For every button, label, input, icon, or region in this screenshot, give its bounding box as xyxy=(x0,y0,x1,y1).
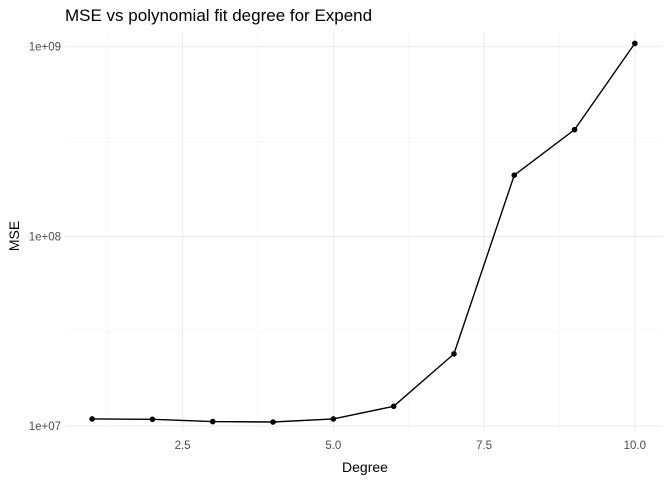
gridlines xyxy=(65,33,662,432)
data-point xyxy=(571,126,578,133)
data-point xyxy=(149,416,156,423)
y-tick-label: 1e+09 xyxy=(29,42,61,54)
data-point xyxy=(89,416,95,422)
data-point xyxy=(451,351,457,357)
data-point xyxy=(209,418,216,425)
data-point xyxy=(270,419,276,425)
chart-title: MSE vs polynomial fit degree for Expend xyxy=(65,6,372,25)
data-point xyxy=(511,172,518,179)
x-tick-label: 2.5 xyxy=(175,440,191,452)
y-axis-title: MSE xyxy=(6,221,22,251)
x-tick-label: 7.5 xyxy=(476,440,492,452)
x-tick-label: 5.0 xyxy=(325,440,341,452)
data-point xyxy=(632,40,638,47)
series-line xyxy=(92,42,636,423)
x-tick-label: 10.0 xyxy=(624,440,646,452)
y-axis: 1e+07 1e+08 1e+09 xyxy=(29,42,61,433)
y-tick-label: 1e+08 xyxy=(29,231,61,243)
x-axis: 2.5 5.0 7.5 10.0 xyxy=(175,440,646,452)
data-point xyxy=(390,403,397,410)
data-series xyxy=(89,40,638,425)
data-point xyxy=(330,416,337,422)
y-tick-label: 1e+07 xyxy=(29,421,61,433)
x-axis-title: Degree xyxy=(342,459,388,475)
